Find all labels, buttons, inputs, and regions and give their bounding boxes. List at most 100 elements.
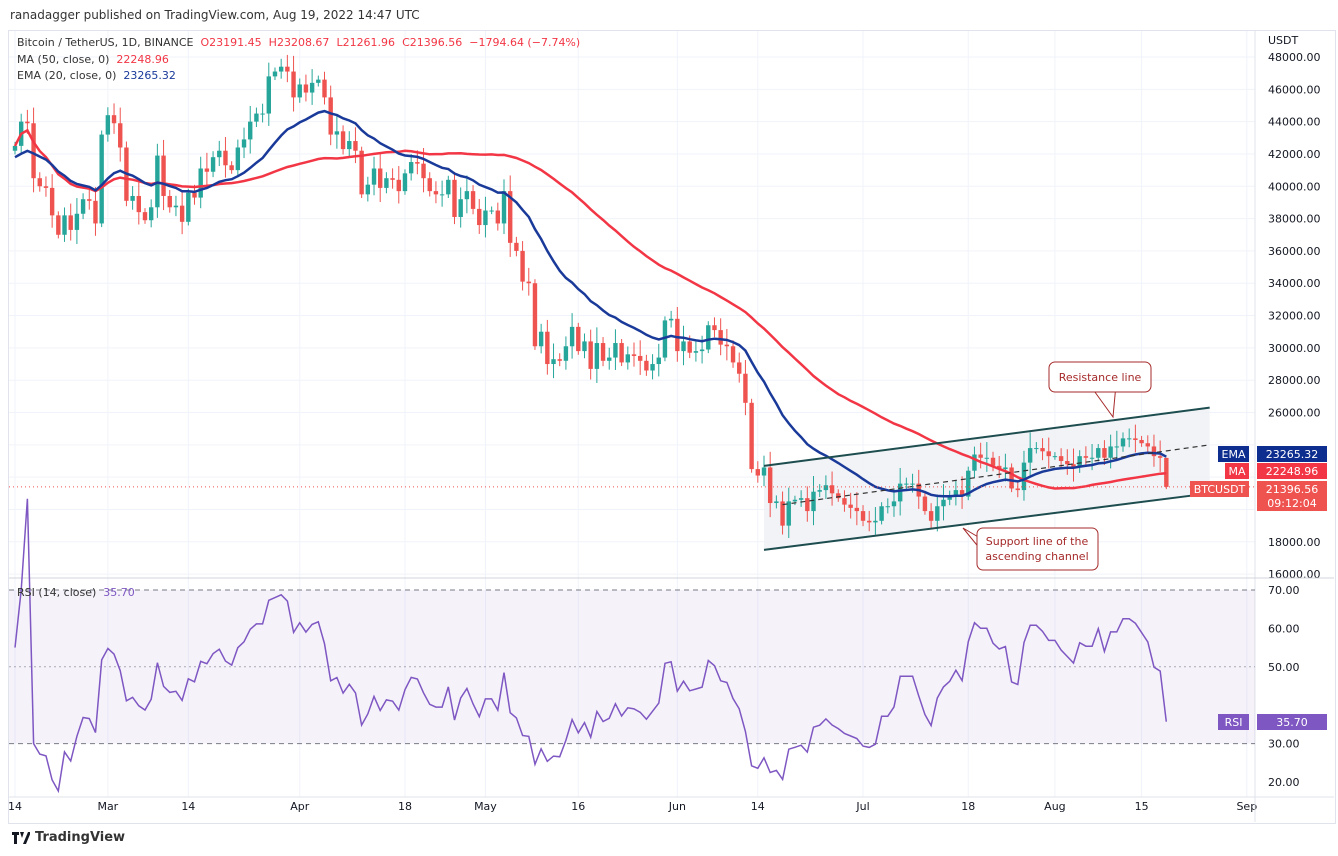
candle [248, 105, 253, 154]
candle-body [538, 331, 544, 347]
candle [1120, 432, 1126, 452]
ema-badge[interactable]: EMA 23265.32 [1218, 446, 1327, 462]
candle-body [650, 364, 655, 371]
candle-body [532, 283, 538, 347]
candle [303, 74, 309, 102]
candle-body [817, 490, 822, 492]
candle-body [879, 506, 884, 521]
ma-value: 22248.96 [116, 53, 169, 66]
support-line [763, 492, 1210, 551]
ema-value: 23265.32 [123, 69, 176, 82]
candle [260, 103, 265, 123]
candle [935, 494, 940, 532]
candle [959, 476, 965, 509]
candle-body [161, 155, 166, 196]
candle [972, 446, 977, 478]
candle [904, 477, 909, 490]
price-tick-label: 28000.00 [1268, 374, 1321, 387]
candle-body [885, 506, 890, 508]
time-tick-label: 16 [571, 800, 585, 813]
candle [80, 193, 86, 220]
candle [489, 206, 494, 215]
ma-legend[interactable]: MA (50, close, 0) 22248.96 [17, 53, 169, 66]
candle [724, 328, 730, 361]
candle [458, 187, 463, 228]
candle [334, 115, 340, 149]
ema-legend[interactable]: EMA (20, close, 0) 23265.32 [17, 69, 176, 82]
candle [1164, 457, 1169, 490]
candle-body [186, 192, 191, 222]
low-value: L21261.96 [336, 36, 396, 49]
candle-body [1157, 456, 1163, 458]
candle [309, 69, 315, 105]
candle-body [328, 97, 333, 135]
candle [576, 322, 581, 355]
candle [378, 152, 383, 203]
price-tick-label: 48000.00 [1268, 51, 1321, 64]
candle-body [359, 150, 364, 195]
price-tick-label: 36000.00 [1268, 245, 1321, 258]
callout-box [976, 527, 1099, 571]
candle-body [867, 520, 872, 523]
candle-body [353, 141, 358, 151]
candle [656, 343, 661, 377]
candle-body [978, 454, 983, 458]
candle-body [427, 178, 432, 192]
candle [619, 338, 624, 367]
candle [223, 136, 228, 178]
candle [817, 484, 822, 498]
candle [1040, 438, 1045, 461]
candle-body [563, 346, 569, 361]
candle-body [408, 162, 414, 174]
candle-body [557, 359, 562, 361]
candle [1083, 446, 1089, 467]
candle [557, 353, 562, 367]
candle [235, 139, 241, 178]
candle [873, 507, 878, 535]
candle [167, 189, 172, 213]
candle [384, 172, 389, 194]
candle-body [600, 343, 606, 361]
candle [390, 168, 395, 189]
candle [551, 343, 556, 379]
callout-pointer [1094, 391, 1116, 419]
candle [427, 172, 432, 197]
candle [1003, 453, 1008, 482]
candle [774, 495, 779, 509]
candle-body [959, 490, 965, 497]
candle-body [1040, 448, 1045, 452]
close-value: C21396.56 [402, 36, 463, 49]
candle [637, 340, 643, 375]
candle-body [520, 250, 525, 282]
tradingview-logo[interactable]: TradingView [12, 830, 125, 845]
time-tick-label: 14 [8, 800, 22, 813]
candle-body [1145, 443, 1150, 447]
rsi-legend[interactable]: RSI (14, close) 35.70 [17, 586, 135, 599]
candle [105, 107, 111, 142]
candle-body [860, 511, 866, 521]
candle-body [93, 200, 98, 224]
candle-body [798, 498, 804, 500]
candle [328, 85, 333, 146]
time-tick-label: 18 [398, 800, 412, 813]
candle-body [569, 326, 575, 347]
candle-body [1102, 448, 1107, 458]
price-tick-label: 18000.00 [1268, 536, 1321, 549]
candle-body [37, 178, 42, 187]
candle-body [891, 501, 897, 507]
candle [229, 161, 234, 174]
candle-body [142, 212, 148, 221]
candle [737, 352, 742, 383]
ma-50-line [13, 128, 1167, 490]
candle-body [1108, 446, 1113, 458]
ma-badge[interactable]: MA 22248.96 [1225, 463, 1327, 479]
candle [718, 318, 723, 356]
candle-body [619, 343, 624, 363]
time-tick-label: 15 [1135, 800, 1149, 813]
candle [297, 78, 302, 103]
rsi-badge[interactable]: RSI 35.70 [1218, 714, 1327, 730]
candle-body [87, 199, 92, 201]
candle [415, 150, 420, 175]
